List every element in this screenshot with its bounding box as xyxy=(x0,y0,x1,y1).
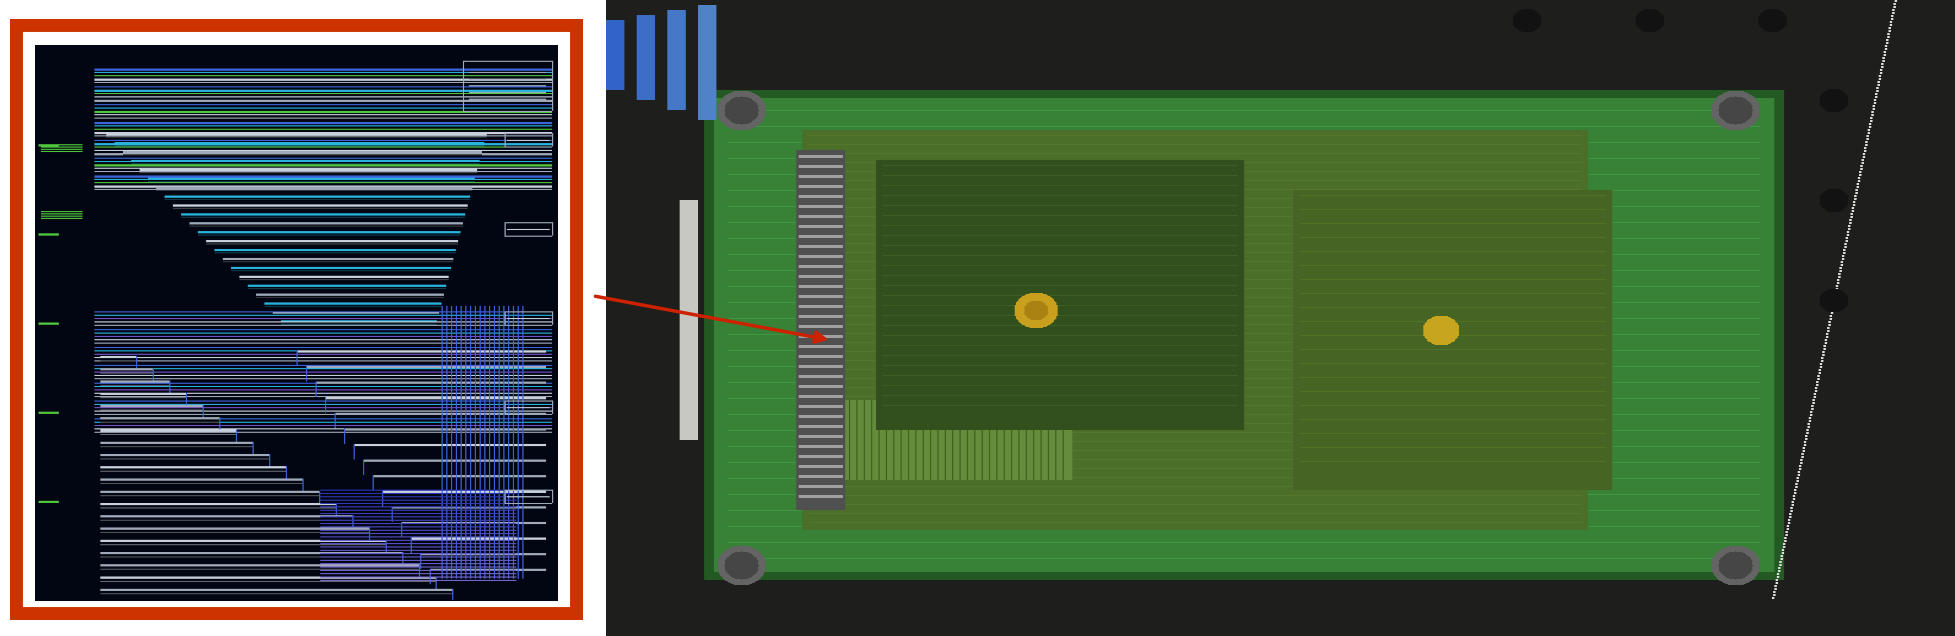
FancyArrowPatch shape xyxy=(594,296,825,342)
